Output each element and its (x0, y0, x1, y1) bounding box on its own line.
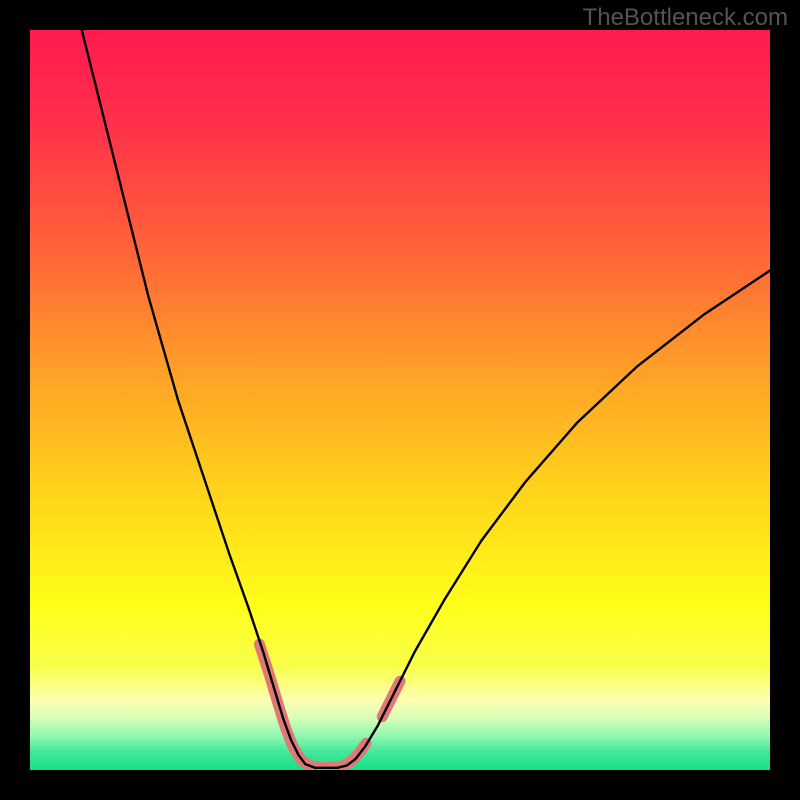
bottleneck-curve-chart (30, 30, 770, 770)
chart-root: TheBottleneck.com (0, 0, 800, 800)
chart-plot-area (30, 30, 770, 770)
gradient-background (30, 30, 770, 770)
watermark-text: TheBottleneck.com (583, 4, 788, 32)
